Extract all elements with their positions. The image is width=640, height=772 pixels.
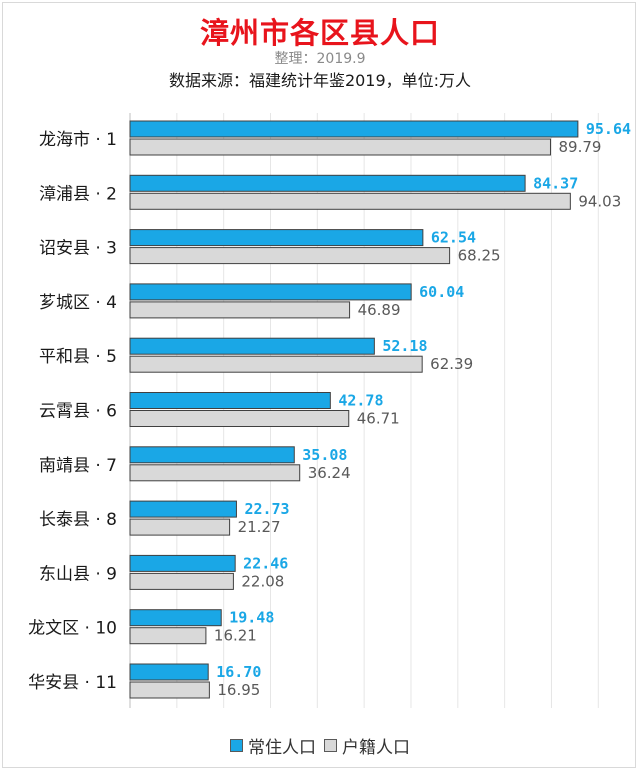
category-label: 东山县 · 9 xyxy=(39,564,117,584)
data-label-resident: 62.54 xyxy=(431,229,476,247)
legend-label-resident: 常住人口 xyxy=(248,738,316,758)
category-label: 平和县 · 5 xyxy=(39,347,117,367)
data-label-registered: 16.21 xyxy=(214,627,257,645)
data-source-note: 数据来源：福建统计年鉴2019，单位:万人 xyxy=(168,71,472,90)
data-label-registered: 21.27 xyxy=(238,518,281,536)
data-label-resident: 84.37 xyxy=(533,174,578,192)
data-label-registered: 16.95 xyxy=(217,681,260,699)
bar-registered xyxy=(129,192,571,210)
data-label-resident: 22.73 xyxy=(244,500,289,518)
category-label: 华安县 · 11 xyxy=(28,673,117,693)
data-label-resident: 60.04 xyxy=(419,283,464,301)
legend-swatch-resident xyxy=(230,739,243,752)
category-label: 漳浦县 · 2 xyxy=(39,184,117,204)
data-label-registered: 46.89 xyxy=(358,301,401,319)
bar-resident xyxy=(129,174,526,192)
chart-legend: 常住人口 户籍人口 xyxy=(0,733,640,758)
legend-item-resident: 常住人口 xyxy=(230,733,316,758)
legend-swatch-registered xyxy=(324,739,337,752)
legend-item-registered: 户籍人口 xyxy=(324,733,410,758)
category-label: 云霄县 · 6 xyxy=(39,402,117,422)
bar-resident xyxy=(129,500,237,518)
bar-resident xyxy=(129,609,222,627)
bar-resident xyxy=(129,554,236,572)
data-label-resident: 95.64 xyxy=(586,120,631,138)
chart-title: 漳州市各区县人口 xyxy=(199,16,440,50)
data-label-registered: 68.25 xyxy=(458,247,501,265)
bar-registered xyxy=(129,464,301,482)
data-label-resident: 42.78 xyxy=(338,392,383,410)
chart-subtitle: 整理：2019.9 xyxy=(274,51,366,67)
legend-label-registered: 户籍人口 xyxy=(342,738,410,758)
data-label-registered: 89.79 xyxy=(558,138,601,156)
bar-registered xyxy=(129,355,423,373)
data-label-registered: 46.71 xyxy=(357,410,400,428)
category-label: 长泰县 · 8 xyxy=(39,510,117,530)
data-label-registered: 36.24 xyxy=(308,464,351,482)
bar-resident xyxy=(129,663,209,681)
category-label: 龙文区 · 10 xyxy=(28,619,117,639)
category-label: 龙海市 · 1 xyxy=(39,130,117,150)
category-label: 芗城区 · 4 xyxy=(39,293,117,313)
bar-resident xyxy=(129,337,375,355)
bar-registered xyxy=(129,572,234,590)
category-label: 南靖县 · 7 xyxy=(39,456,117,476)
bar-registered xyxy=(129,138,551,156)
data-label-resident: 22.46 xyxy=(243,554,288,572)
bar-resident xyxy=(129,120,579,138)
bar-registered xyxy=(129,410,350,427)
data-label-resident: 16.70 xyxy=(216,663,261,681)
bar-resident xyxy=(129,283,412,301)
data-label-registered: 22.08 xyxy=(241,572,284,590)
bar-registered xyxy=(129,681,210,699)
bar-resident xyxy=(129,229,424,247)
data-label-resident: 52.18 xyxy=(382,337,427,355)
data-label-resident: 35.08 xyxy=(302,446,347,464)
bar-registered xyxy=(129,627,207,645)
data-label-registered: 94.03 xyxy=(578,192,621,210)
data-label-resident: 19.48 xyxy=(229,609,274,627)
data-label-registered: 62.39 xyxy=(430,355,473,373)
bar-registered xyxy=(129,301,351,319)
category-label: 诏安县 · 3 xyxy=(39,239,117,259)
bar-registered xyxy=(129,518,231,536)
bar-resident xyxy=(129,446,295,464)
bar-registered xyxy=(129,247,451,265)
bar-resident xyxy=(129,392,331,409)
